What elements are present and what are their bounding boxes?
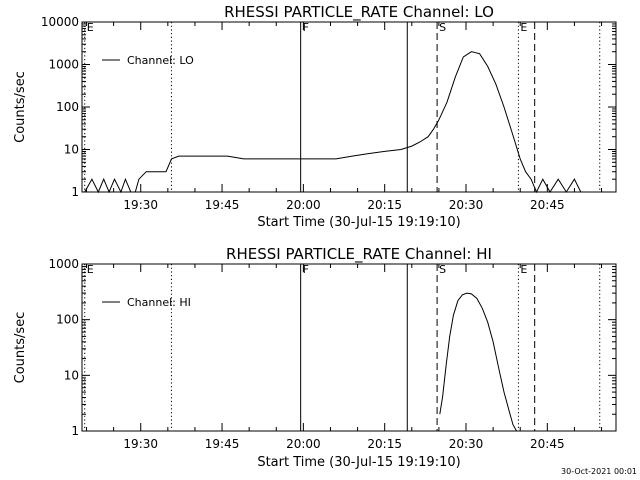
x-tick-label: 19:30 bbox=[123, 437, 158, 451]
series-line bbox=[84, 51, 582, 194]
event-marker-label: F bbox=[303, 263, 309, 276]
x-tick-label: 19:45 bbox=[205, 437, 240, 451]
y-axis-label: Counts/sec bbox=[13, 312, 28, 384]
y-axis-label: Counts/sec bbox=[13, 71, 28, 143]
y-tick-label: 1 bbox=[71, 185, 79, 199]
x-tick-label: 20:45 bbox=[530, 198, 565, 212]
chart-title: RHESSI PARTICLE_RATE Channel: HI bbox=[226, 245, 492, 264]
chart-title: RHESSI PARTICLE_RATE Channel: LO bbox=[224, 3, 494, 22]
y-tick-label: 100 bbox=[56, 313, 79, 327]
event-marker-label: E bbox=[87, 263, 94, 276]
event-marker-label: S bbox=[439, 21, 446, 34]
y-tick-label: 1000 bbox=[48, 257, 79, 271]
x-tick-label: 20:30 bbox=[449, 437, 484, 451]
x-tick-label: 19:45 bbox=[205, 198, 240, 212]
x-tick-label: 20:45 bbox=[530, 437, 565, 451]
x-tick-label: 19:30 bbox=[123, 198, 158, 212]
y-tick-label: 10 bbox=[64, 143, 79, 157]
y-tick-label: 10 bbox=[64, 368, 79, 382]
x-axis-label: Start Time (30-Jul-15 19:19:10) bbox=[257, 455, 460, 470]
x-tick-label: 20:15 bbox=[367, 437, 402, 451]
y-tick-label: 10000 bbox=[41, 15, 79, 29]
legend-entry: Channel: HI bbox=[127, 296, 191, 309]
event-marker-label: F bbox=[303, 21, 309, 34]
event-marker-label: E bbox=[87, 21, 94, 34]
x-tick-label: 20:30 bbox=[449, 198, 484, 212]
x-tick-label: 20:00 bbox=[286, 437, 321, 451]
event-marker-label: E bbox=[520, 21, 527, 34]
event-marker-label: E bbox=[520, 263, 527, 276]
x-tick-label: 20:15 bbox=[367, 198, 402, 212]
legend-entry: Channel: LO bbox=[127, 54, 194, 67]
y-tick-label: 1 bbox=[71, 424, 79, 438]
y-tick-label: 100 bbox=[56, 100, 79, 114]
x-axis-label: Start Time (30-Jul-15 19:19:10) bbox=[257, 215, 460, 230]
footer-timestamp: 30-Oct-2021 00:01 bbox=[561, 467, 637, 476]
series-line bbox=[439, 292, 518, 432]
event-marker-label: S bbox=[439, 263, 446, 276]
x-tick-label: 20:00 bbox=[286, 198, 321, 212]
y-tick-label: 1000 bbox=[48, 58, 79, 72]
plot-frame bbox=[81, 263, 617, 432]
